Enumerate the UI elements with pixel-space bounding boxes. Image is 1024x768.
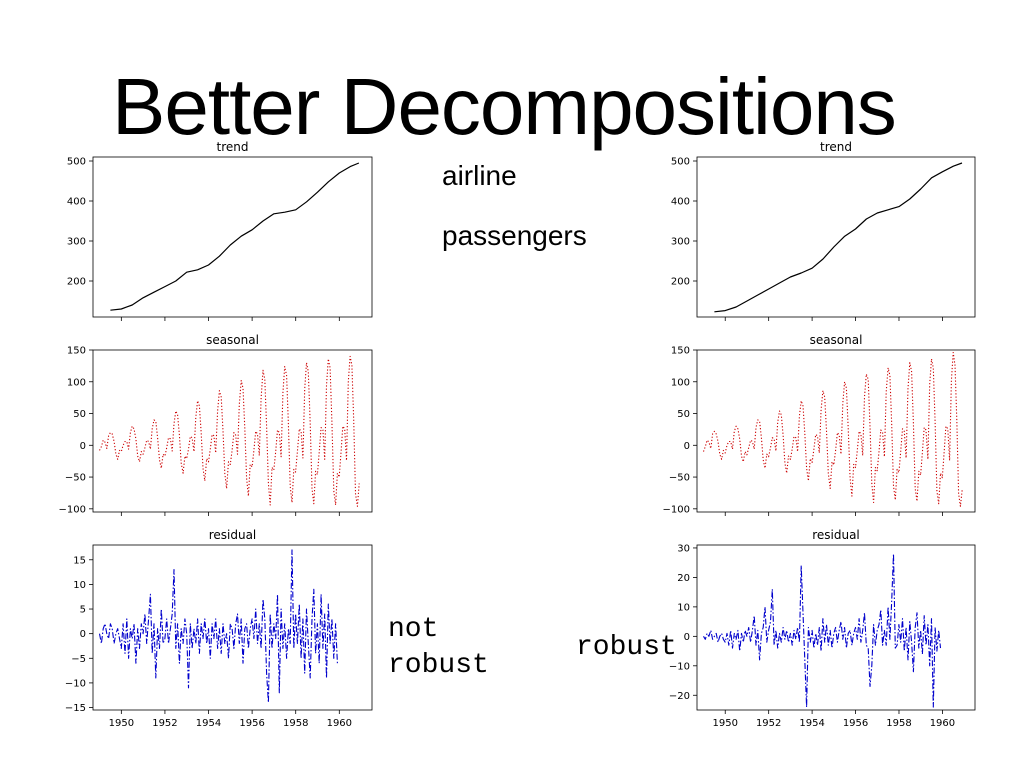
plot-frame [92,349,373,513]
panel-title: residual [812,528,860,542]
x-tick-label: 1958 [886,718,911,729]
y-tick-label: 200 [67,277,86,288]
y-tick-label: 500 [671,157,690,168]
panel-title: trend [217,140,249,154]
y-tick-label: 300 [67,237,86,248]
y-tick-label: 50 [73,409,86,420]
y-tick-label: 10 [73,580,86,591]
y-tick-label: −100 [663,504,690,515]
y-tick-label: 150 [67,346,86,357]
y-tick-label: −100 [59,504,86,515]
trend-series-line [714,162,963,313]
residual-series-line [98,549,338,704]
plot-frame [696,349,976,513]
plot-frame [92,156,373,318]
x-tick-label: 1958 [283,718,308,729]
seasonal-series-line [99,355,360,507]
x-tick-label: 1950 [713,718,738,729]
series-label-airline: airline [442,160,517,191]
y-tick-label: 200 [671,277,690,288]
y-tick-label: 300 [671,237,690,248]
x-tick-label: 1952 [756,718,781,729]
series-label-passengers: passengers [442,220,587,251]
y-tick-label: −50 [65,473,86,484]
y-tick-label: 30 [677,543,690,554]
slide-title: Better Decompositions [112,62,897,151]
y-tick-label: 150 [671,346,690,357]
caption-not: not [388,614,439,645]
y-tick-label: 100 [671,377,690,388]
caption-not-robust: robust [388,650,489,681]
y-tick-label: 0 [80,441,86,452]
y-tick-label: −10 [669,661,690,672]
seasonal-series-line [702,351,963,507]
panel-title: residual [209,528,257,542]
y-tick-label: 0 [80,629,86,640]
y-tick-label: 0 [684,441,690,452]
panel-title: seasonal [810,333,863,347]
y-tick-label: −20 [669,691,690,702]
y-tick-label: −15 [65,703,86,714]
y-tick-label: −5 [71,654,86,665]
x-tick-label: 1954 [799,718,824,729]
y-tick-label: 100 [67,377,86,388]
x-tick-label: 1956 [239,718,264,729]
x-tick-label: 1954 [196,718,221,729]
plot-frame [696,156,976,318]
x-tick-label: 1956 [843,718,868,729]
y-tick-label: 400 [671,197,690,208]
trend-series-line [110,162,360,311]
plot-frame [92,544,373,711]
x-tick-label: 1960 [930,718,955,729]
y-tick-label: 5 [80,605,86,616]
caption-robust: robust [576,632,677,663]
panel-title: seasonal [206,333,259,347]
y-tick-label: 400 [67,197,86,208]
x-tick-label: 1950 [109,718,134,729]
y-tick-label: 10 [677,602,690,613]
residual-series-line [703,553,942,708]
plot-frame [696,544,976,711]
y-tick-label: −10 [65,678,86,689]
x-tick-label: 1960 [327,718,352,729]
panel-title: trend [820,140,852,154]
y-tick-label: 50 [677,409,690,420]
y-tick-label: 500 [67,157,86,168]
x-tick-label: 1952 [152,718,177,729]
y-tick-label: −50 [669,473,690,484]
y-tick-label: 0 [684,632,690,643]
y-tick-label: 15 [73,555,86,566]
y-tick-label: 20 [677,573,690,584]
